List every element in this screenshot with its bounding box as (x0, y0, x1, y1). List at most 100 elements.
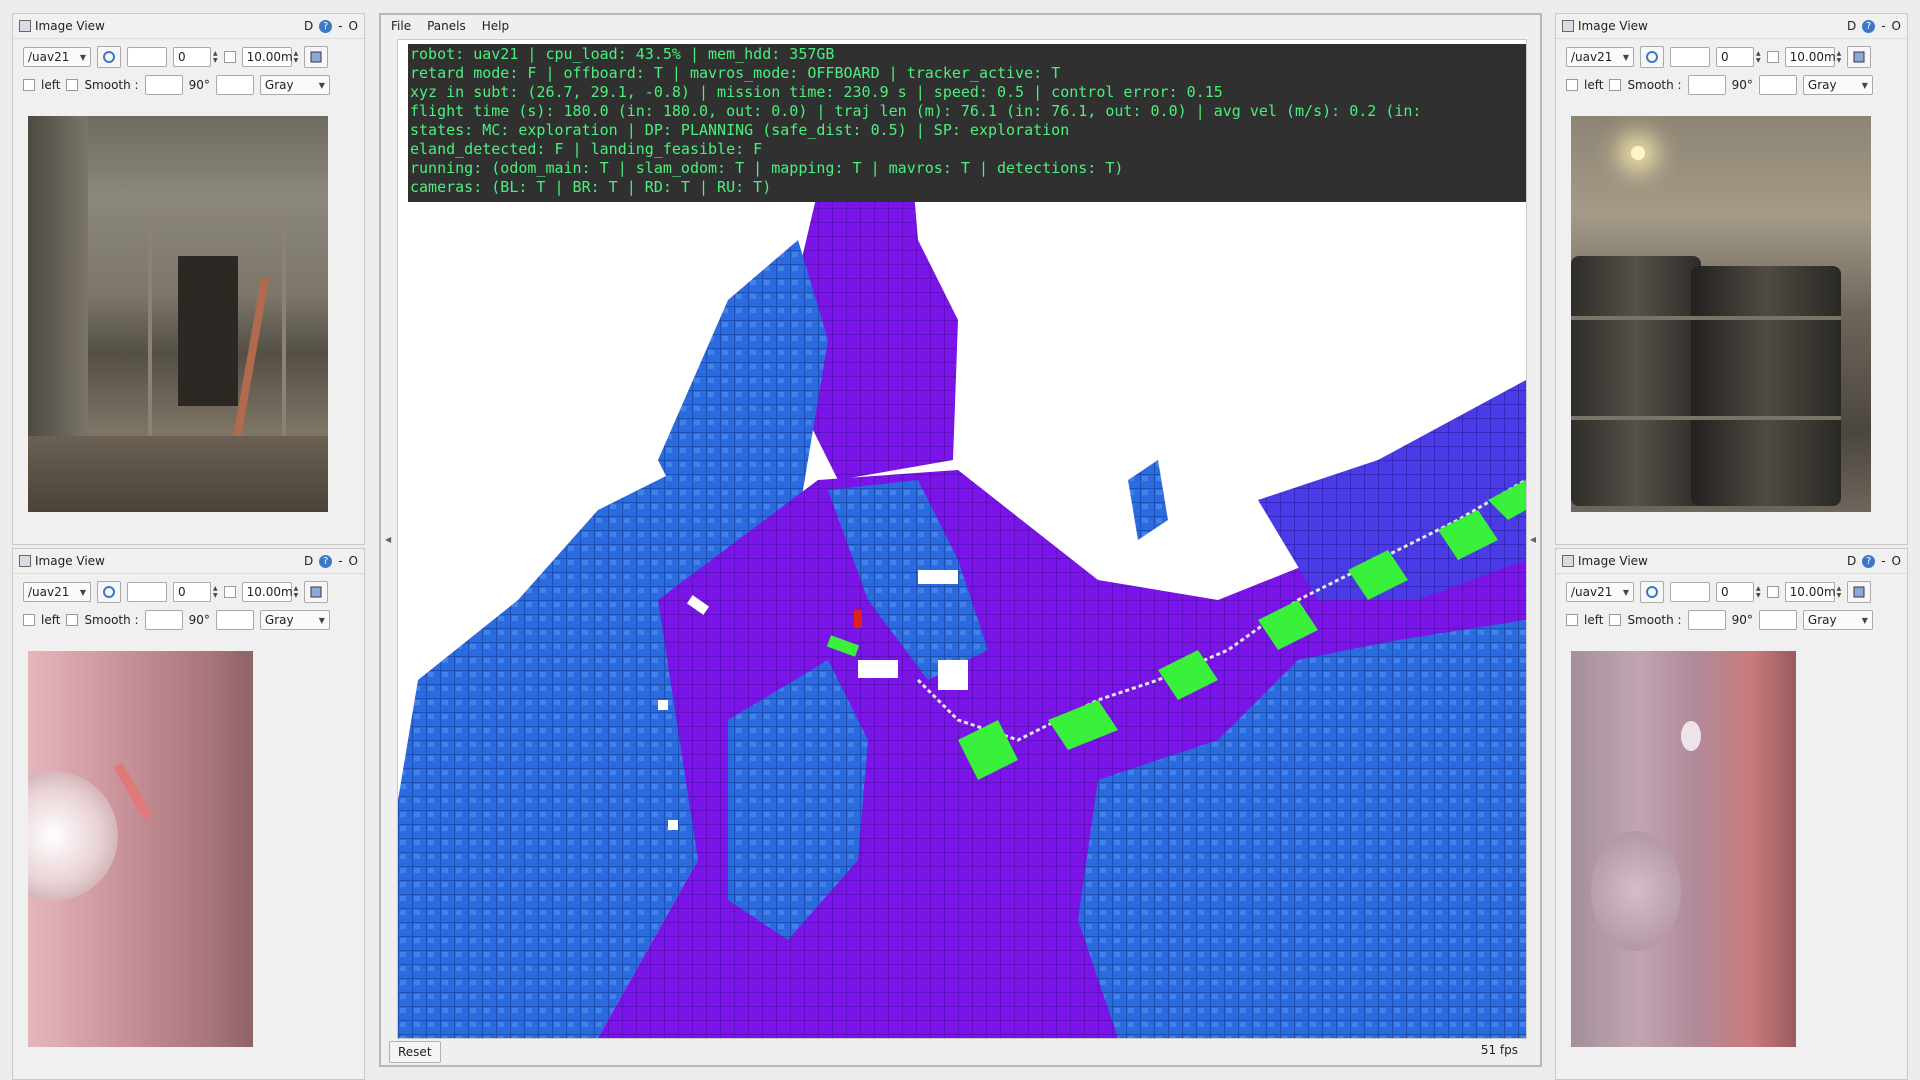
smooth-checkbox[interactable] (66, 614, 79, 626)
topic-filter-field[interactable] (127, 582, 167, 602)
minimize-button[interactable]: - (1881, 554, 1886, 568)
spin-box[interactable]: 0 ▲ ▼ (1716, 582, 1761, 602)
smooth-checkbox[interactable] (1609, 79, 1622, 91)
max-range-spin[interactable]: 10.00m ▲ ▼ (241, 582, 298, 602)
refresh-icon (103, 586, 115, 598)
refresh-icon (1646, 51, 1658, 63)
smooth-checkbox[interactable] (1609, 614, 1622, 626)
left-label: left (41, 78, 61, 92)
rviz-window: File Panels Help ◀ ◀ (379, 13, 1542, 1067)
refresh-topics-button[interactable] (1640, 46, 1664, 68)
max-range-checkbox[interactable] (223, 51, 236, 63)
max-range-value: 10.00m (1784, 582, 1836, 602)
voxel-right-pillar (1128, 460, 1168, 540)
spin-box[interactable]: 0 ▲ ▼ (173, 582, 218, 602)
topic-select[interactable]: /uav21 ▼ (23, 47, 91, 67)
topic-filter-field[interactable] (1670, 582, 1710, 602)
right-splitter-handle[interactable]: ◀ (1529, 535, 1536, 544)
menu-panels[interactable]: Panels (427, 19, 466, 33)
close-button[interactable]: O (1891, 19, 1901, 33)
max-range-spin[interactable]: 10.00m ▲ ▼ (1784, 47, 1841, 67)
max-range-checkbox[interactable] (223, 586, 236, 598)
chevron-down-icon: ▼ (318, 615, 325, 625)
save-image-button[interactable] (1847, 46, 1872, 68)
save-image-button[interactable] (1847, 581, 1872, 603)
rotation-field[interactable] (215, 610, 254, 630)
camera-image-blurred-close (28, 651, 253, 1047)
window-icon (1562, 555, 1574, 567)
max-range-value: 10.00m (1784, 47, 1836, 67)
max-range-checkbox[interactable] (1766, 51, 1779, 63)
panel-titlebar: Image View D ? - O (1556, 549, 1907, 574)
help-icon[interactable]: ? (319, 19, 333, 33)
spin-arrows[interactable]: ▲ ▼ (1756, 50, 1761, 64)
voxel-shaft (778, 120, 958, 480)
dock-button[interactable]: D (303, 19, 314, 33)
chevron-down-icon: ▼ (1861, 615, 1868, 625)
spin-box[interactable]: 0 ▲ ▼ (173, 47, 218, 67)
close-button[interactable]: O (348, 19, 358, 33)
status-overlay: robot: uav21 | cpu_load: 43.5% | mem_hdd… (408, 44, 1526, 202)
close-button[interactable]: O (1891, 554, 1901, 568)
topic-select[interactable]: /uav21 ▼ (1566, 47, 1634, 67)
save-image-button[interactable] (304, 46, 329, 68)
left-checkbox[interactable] (23, 614, 35, 626)
left-splitter-handle[interactable]: ◀ (385, 535, 392, 544)
dock-button[interactable]: D (1846, 554, 1857, 568)
overlay-line: cameras: (BL: T | BR: T | RD: T | RU: T) (410, 178, 772, 196)
smooth-field[interactable] (1687, 610, 1726, 630)
left-checkbox[interactable] (1566, 614, 1578, 626)
overlay-line: retard mode: F | offboard: T | mavros_mo… (410, 64, 1061, 82)
reset-button[interactable]: Reset (389, 1041, 441, 1063)
refresh-topics-button[interactable] (1640, 581, 1664, 603)
spin-arrows[interactable]: ▲ ▼ (1756, 585, 1761, 599)
rotation-field[interactable] (1758, 610, 1797, 630)
chevron-down-icon: ▼ (79, 587, 86, 597)
smooth-field[interactable] (1687, 75, 1726, 95)
colormap-select[interactable]: Gray ▼ (259, 610, 330, 630)
help-icon[interactable]: ? (319, 554, 333, 568)
colormap-select[interactable]: Gray ▼ (1802, 75, 1873, 95)
smooth-field[interactable] (144, 610, 183, 630)
spin-arrows[interactable]: ▲ ▼ (213, 50, 218, 64)
minimize-button[interactable]: - (1881, 19, 1886, 33)
refresh-topics-button[interactable] (97, 581, 121, 603)
window-icon (1562, 20, 1574, 32)
dock-button[interactable]: D (303, 554, 314, 568)
minimize-button[interactable]: - (338, 19, 343, 33)
max-range-spin[interactable]: 10.00m ▲ ▼ (241, 47, 298, 67)
camera-image-blurred-rock (1571, 651, 1796, 1047)
panel-title: Image View (1578, 554, 1648, 568)
refresh-topics-button[interactable] (97, 46, 121, 68)
menu-file[interactable]: File (391, 19, 412, 33)
max-range-spin[interactable]: 10.00m ▲ ▼ (1784, 582, 1841, 602)
rotation-field[interactable] (215, 75, 254, 95)
topic-select[interactable]: /uav21 ▼ (1566, 582, 1634, 602)
help-icon[interactable]: ? (1862, 19, 1876, 33)
save-image-button[interactable] (304, 581, 329, 603)
spin-arrows[interactable]: ▲ ▼ (213, 585, 218, 599)
topic-filter-field[interactable] (127, 47, 167, 67)
close-button[interactable]: O (348, 554, 358, 568)
menu-help[interactable]: Help (481, 19, 510, 33)
left-checkbox[interactable] (1566, 79, 1578, 91)
chevron-down-icon: ▼ (79, 52, 86, 62)
left-label: left (41, 613, 61, 627)
dock-button[interactable]: D (1846, 19, 1857, 33)
left-checkbox[interactable] (23, 79, 35, 91)
topic-select[interactable]: /uav21 ▼ (23, 582, 91, 602)
help-icon[interactable]: ? (1862, 554, 1876, 568)
3d-viewport[interactable]: robot: uav21 | cpu_load: 43.5% | mem_hdd… (397, 39, 1527, 1039)
colormap-select[interactable]: Gray ▼ (259, 75, 330, 95)
max-range-checkbox[interactable] (1766, 586, 1779, 598)
colormap-select[interactable]: Gray ▼ (1802, 610, 1873, 630)
rotation-field[interactable] (1758, 75, 1797, 95)
smooth-label: Smooth : (84, 78, 139, 92)
topic-filter-field[interactable] (1670, 47, 1710, 67)
overlay-line: running: (odom_main: T | slam_odom: T | … (410, 159, 1124, 177)
smooth-checkbox[interactable] (66, 79, 79, 91)
smooth-field[interactable] (144, 75, 183, 95)
save-icon (310, 51, 322, 63)
minimize-button[interactable]: - (338, 554, 343, 568)
spin-box[interactable]: 0 ▲ ▼ (1716, 47, 1761, 67)
